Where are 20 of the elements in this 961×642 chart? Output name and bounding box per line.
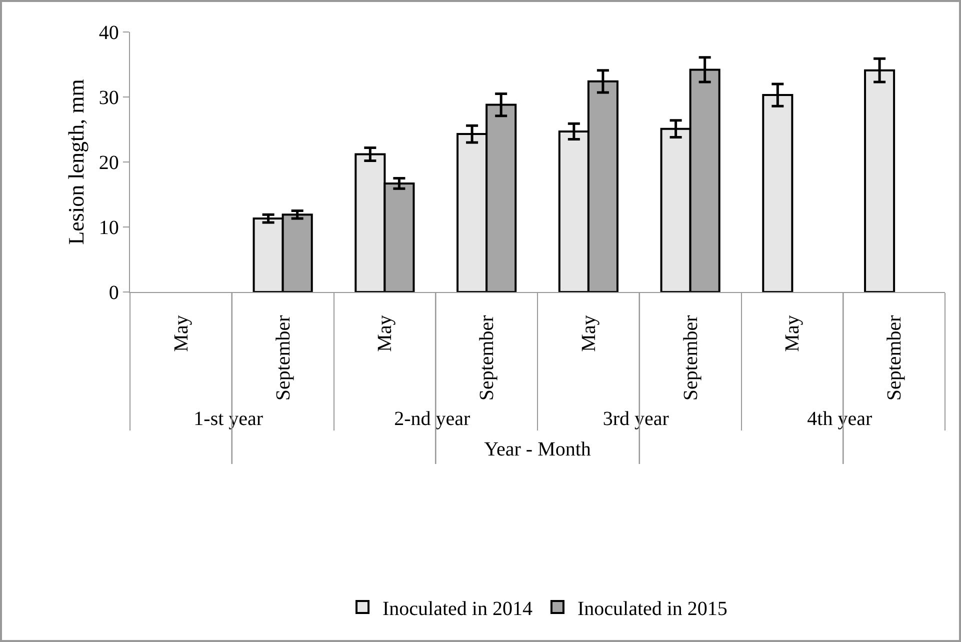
y-tick-label: 30	[98, 87, 119, 109]
y-tick-label: 0	[108, 282, 119, 304]
x-tick-label: September	[884, 314, 906, 401]
legend-label: Inoculated in 2014	[382, 598, 532, 620]
x-tick-label: September	[476, 314, 498, 401]
y-tick-label: 40	[98, 22, 119, 44]
text: 4th year	[807, 408, 872, 430]
y-tick-label: 10	[98, 217, 119, 239]
legend-label: Inoculated in 2015	[577, 598, 728, 620]
x-tick-label: September	[272, 314, 294, 401]
x-tick-label: May	[374, 315, 396, 352]
text: 2-nd year	[394, 408, 471, 430]
x-tick-label: May	[170, 315, 192, 352]
text: 3rd year	[602, 408, 670, 430]
y-axis-title: Lesion length, mm	[64, 79, 89, 245]
y-tick-label: 20	[98, 152, 119, 174]
x-tick-label: May	[578, 315, 600, 352]
x-tick-label: September	[680, 314, 702, 401]
x-axis-title: Year - Month	[484, 438, 591, 461]
x-tick-label: May	[782, 315, 804, 352]
